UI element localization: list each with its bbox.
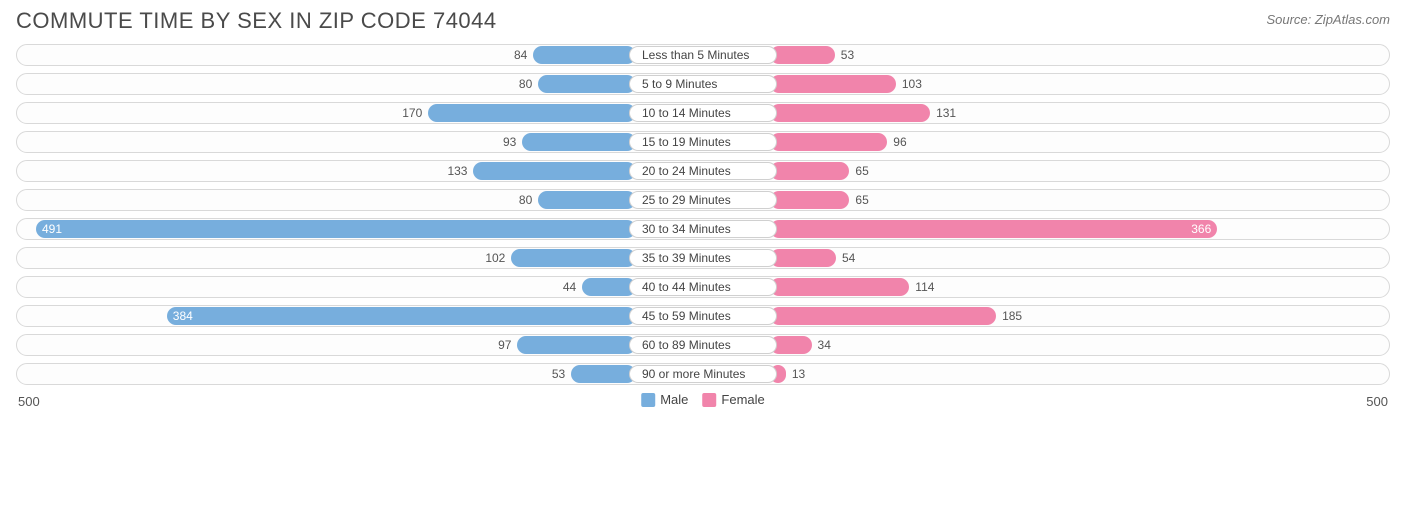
chart-header: COMMUTE TIME BY SEX IN ZIP CODE 74044 So… — [0, 0, 1406, 44]
row-category-label: 10 to 14 Minutes — [629, 104, 777, 122]
female-value: 96 — [893, 135, 906, 149]
row-category-label: 40 to 44 Minutes — [629, 278, 777, 296]
row-category-label: 45 to 59 Minutes — [629, 307, 777, 325]
row-category-label: 25 to 29 Minutes — [629, 191, 777, 209]
female-value: 103 — [902, 77, 922, 91]
male-value: 133 — [447, 164, 467, 178]
male-value: 384 — [173, 309, 193, 323]
female-value: 65 — [855, 193, 868, 207]
row-category-label: 30 to 34 Minutes — [629, 220, 777, 238]
female-value: 54 — [842, 251, 855, 265]
male-value: 491 — [42, 222, 62, 236]
chart-rows: Less than 5 Minutes 84 53 5 to 9 Minutes 80 1… — [0, 44, 1406, 385]
male-value: 93 — [503, 135, 516, 149]
chart-row: 20 to 24 Minutes 133 65 — [16, 160, 1390, 182]
male-value: 170 — [402, 106, 422, 120]
legend-item: Male — [641, 392, 688, 407]
chart-row: 90 or more Minutes 53 13 — [16, 363, 1390, 385]
female-bar — [770, 307, 996, 325]
female-value: 53 — [841, 48, 854, 62]
female-value: 34 — [818, 338, 831, 352]
male-bar — [582, 278, 636, 296]
male-bar — [538, 75, 636, 93]
chart-row: Less than 5 Minutes 84 53 — [16, 44, 1390, 66]
legend: Male Female — [641, 392, 765, 407]
chart-row: 25 to 29 Minutes 80 65 — [16, 189, 1390, 211]
chart-row: 30 to 34 Minutes 491 366 — [16, 218, 1390, 240]
male-bar — [533, 46, 636, 64]
row-category-label: 5 to 9 Minutes — [629, 75, 777, 93]
legend-label: Male — [660, 392, 688, 407]
chart-row: 15 to 19 Minutes 93 96 — [16, 131, 1390, 153]
female-value: 114 — [915, 280, 934, 294]
male-bar — [571, 365, 636, 383]
chart-row: 45 to 59 Minutes 384 185 — [16, 305, 1390, 327]
female-bar — [770, 133, 887, 151]
male-bar — [522, 133, 636, 151]
chart-row: 60 to 89 Minutes 97 34 — [16, 334, 1390, 356]
chart-source: Source: ZipAtlas.com — [1266, 8, 1390, 27]
female-bar — [770, 46, 835, 64]
chart-row: 35 to 39 Minutes 102 54 — [16, 247, 1390, 269]
male-value: 102 — [485, 251, 505, 265]
female-bar — [770, 75, 896, 93]
chart-title: COMMUTE TIME BY SEX IN ZIP CODE 74044 — [16, 8, 497, 34]
chart-footer: 500 Male Female 500 — [0, 392, 1406, 416]
male-value: 80 — [519, 77, 532, 91]
axis-right-label: 500 — [1366, 394, 1388, 409]
legend-item: Female — [702, 392, 764, 407]
row-category-label: 90 or more Minutes — [629, 365, 777, 383]
chart-row: 40 to 44 Minutes 44 114 — [16, 276, 1390, 298]
row-category-label: 15 to 19 Minutes — [629, 133, 777, 151]
female-bar — [770, 104, 930, 122]
female-bar: 366 — [770, 220, 1217, 238]
row-category-label: 60 to 89 Minutes — [629, 336, 777, 354]
male-value: 84 — [514, 48, 527, 62]
female-bar — [770, 162, 849, 180]
female-value: 131 — [936, 106, 956, 120]
female-value: 13 — [792, 367, 805, 381]
legend-label: Female — [721, 392, 764, 407]
male-bar: 491 — [36, 220, 636, 238]
axis-left-label: 500 — [18, 394, 40, 409]
legend-swatch — [641, 393, 655, 407]
legend-swatch — [702, 393, 716, 407]
row-category-label: 35 to 39 Minutes — [629, 249, 777, 267]
male-value: 80 — [519, 193, 532, 207]
female-bar — [770, 249, 836, 267]
female-bar — [770, 278, 909, 296]
chart-row: 10 to 14 Minutes 170 131 — [16, 102, 1390, 124]
chart-row: 5 to 9 Minutes 80 103 — [16, 73, 1390, 95]
female-value: 366 — [1191, 222, 1211, 236]
male-bar: 384 — [167, 307, 636, 325]
male-value: 53 — [552, 367, 565, 381]
male-value: 97 — [498, 338, 511, 352]
male-bar — [517, 336, 636, 354]
female-value: 185 — [1002, 309, 1022, 323]
male-value: 44 — [563, 280, 576, 294]
male-bar — [538, 191, 636, 209]
male-bar — [428, 104, 636, 122]
female-value: 65 — [855, 164, 868, 178]
male-bar — [511, 249, 636, 267]
female-bar — [770, 191, 849, 209]
male-bar — [473, 162, 636, 180]
row-category-label: Less than 5 Minutes — [629, 46, 777, 64]
row-category-label: 20 to 24 Minutes — [629, 162, 777, 180]
